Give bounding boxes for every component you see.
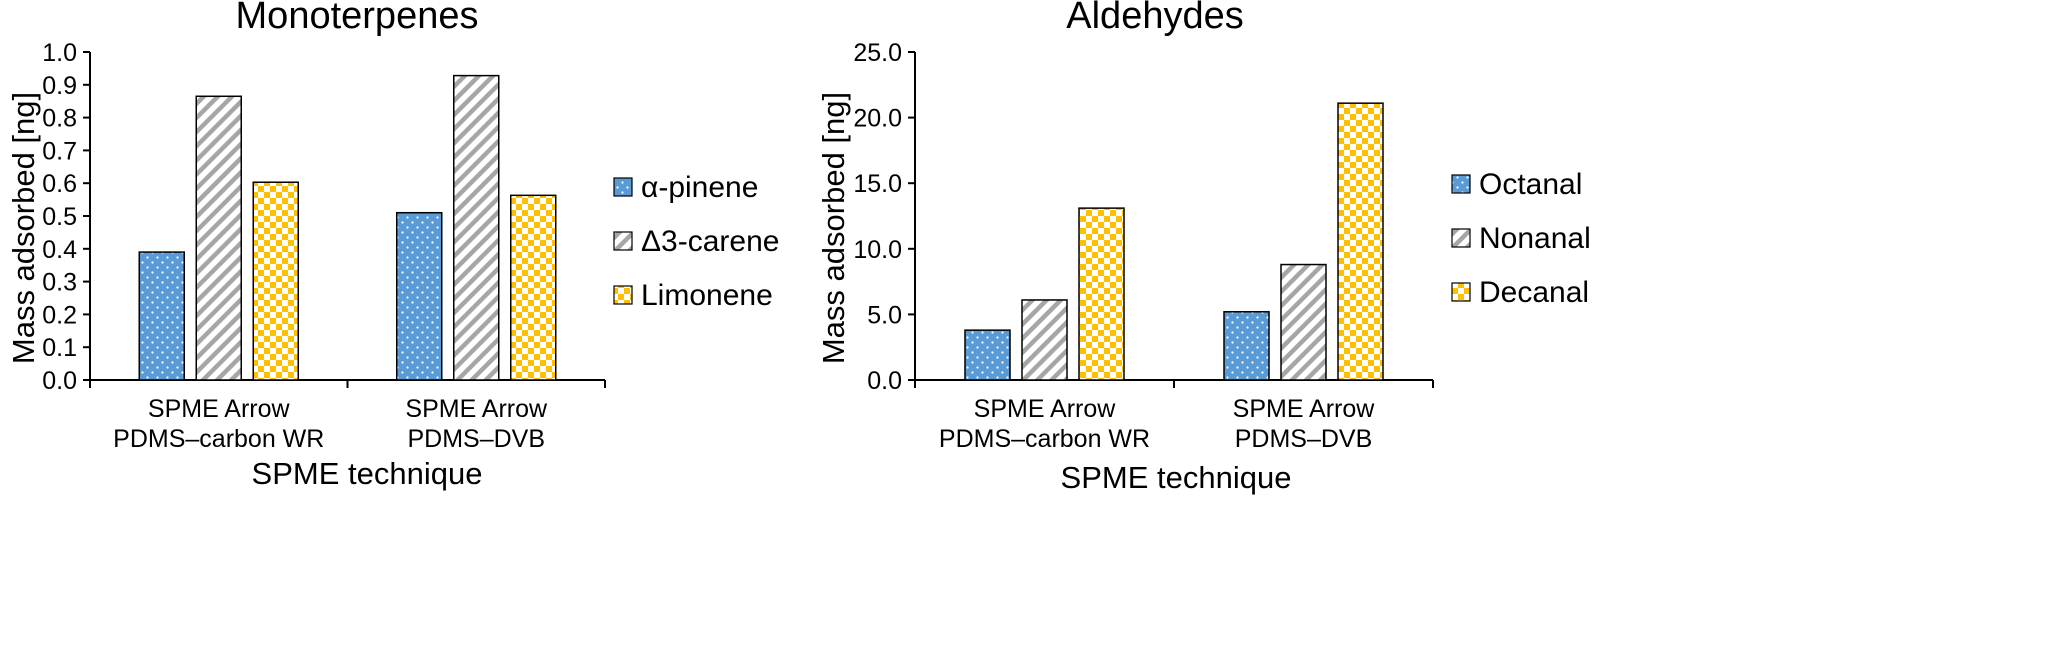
legend-label: Δ3-carene bbox=[641, 225, 779, 258]
legend-swatch bbox=[613, 177, 633, 197]
x-category-label: PDMS–DVB bbox=[407, 425, 545, 453]
y-axis-label: Mass adsorbed [ng] bbox=[816, 92, 851, 364]
y-tick-label: 25.0 bbox=[853, 39, 902, 67]
y-tick-label: 15.0 bbox=[853, 170, 902, 198]
y-tick-label: 0.7 bbox=[42, 137, 77, 165]
bar-checker-0 bbox=[252, 181, 299, 381]
x-category-label: SPME Arrow bbox=[974, 395, 1117, 423]
y-tick-label: 0.0 bbox=[867, 367, 902, 395]
legend-label: Nonanal bbox=[1479, 222, 1591, 255]
bar-dots-1 bbox=[1223, 311, 1270, 381]
bar-checker-1 bbox=[510, 194, 557, 381]
x-category-label: PDMS–DVB bbox=[1235, 425, 1373, 453]
bar-checker-0 bbox=[1078, 207, 1125, 381]
x-category-label: SPME Arrow bbox=[405, 395, 548, 423]
y-tick-label: 0.6 bbox=[42, 170, 77, 198]
y-tick-label: 0.1 bbox=[42, 334, 77, 362]
legend-label: Limonene bbox=[641, 279, 773, 312]
bar-stripes-1 bbox=[1280, 263, 1327, 381]
bar-dots-1 bbox=[396, 211, 443, 381]
legend-swatch bbox=[1451, 174, 1471, 194]
bar-stripes-1 bbox=[453, 74, 500, 381]
bar-stripes-0 bbox=[195, 95, 242, 381]
legend-label: α-pinene bbox=[641, 171, 758, 204]
legend-swatch bbox=[613, 231, 633, 251]
bar-dots-0 bbox=[138, 251, 185, 381]
bar-stripes-0 bbox=[1021, 299, 1068, 381]
y-tick-label: 1.0 bbox=[42, 39, 77, 67]
x-axis-label: SPME technique bbox=[1061, 460, 1292, 495]
chart-title: Aldehydes bbox=[1066, 0, 1243, 37]
legend-swatch bbox=[1451, 282, 1471, 302]
y-tick-label: 5.0 bbox=[867, 301, 902, 329]
y-tick-label: 0.5 bbox=[42, 203, 77, 231]
legend-swatch bbox=[1451, 228, 1471, 248]
y-tick-label: 0.0 bbox=[42, 367, 77, 395]
y-tick-label: 0.4 bbox=[42, 236, 77, 264]
x-category-label: PDMS–carbon WR bbox=[939, 425, 1150, 453]
y-tick-label: 0.8 bbox=[42, 105, 77, 133]
legend-label: Decanal bbox=[1479, 276, 1589, 309]
legend-label: Octanal bbox=[1479, 168, 1582, 201]
y-tick-label: 0.9 bbox=[42, 72, 77, 100]
x-category-label: PDMS–carbon WR bbox=[113, 425, 324, 453]
y-tick-label: 0.3 bbox=[42, 269, 77, 297]
bar-dots-0 bbox=[964, 329, 1011, 381]
y-tick-label: 10.0 bbox=[853, 236, 902, 264]
y-axis-label: Mass adsorbed [ng] bbox=[6, 92, 41, 364]
legend-swatch bbox=[613, 285, 633, 305]
chart-1: Aldehydes 0.0 5.0 10.0 15.0 20.0 25.0 SPME Arro… bbox=[816, 0, 1591, 495]
bar-checker-1 bbox=[1337, 102, 1384, 381]
y-tick-label: 20.0 bbox=[853, 105, 902, 133]
y-tick-label: 0.2 bbox=[42, 301, 77, 329]
chart-title: Monoterpenes bbox=[236, 0, 479, 37]
x-axis-label: SPME technique bbox=[252, 456, 483, 491]
chart-0: Monoterpenes 0.0 0.1 0.2 0.3 0.4 0.5 0.6 0.7 0.8 0… bbox=[6, 0, 779, 491]
x-category-label: SPME Arrow bbox=[148, 395, 291, 423]
x-category-label: SPME Arrow bbox=[1233, 395, 1376, 423]
